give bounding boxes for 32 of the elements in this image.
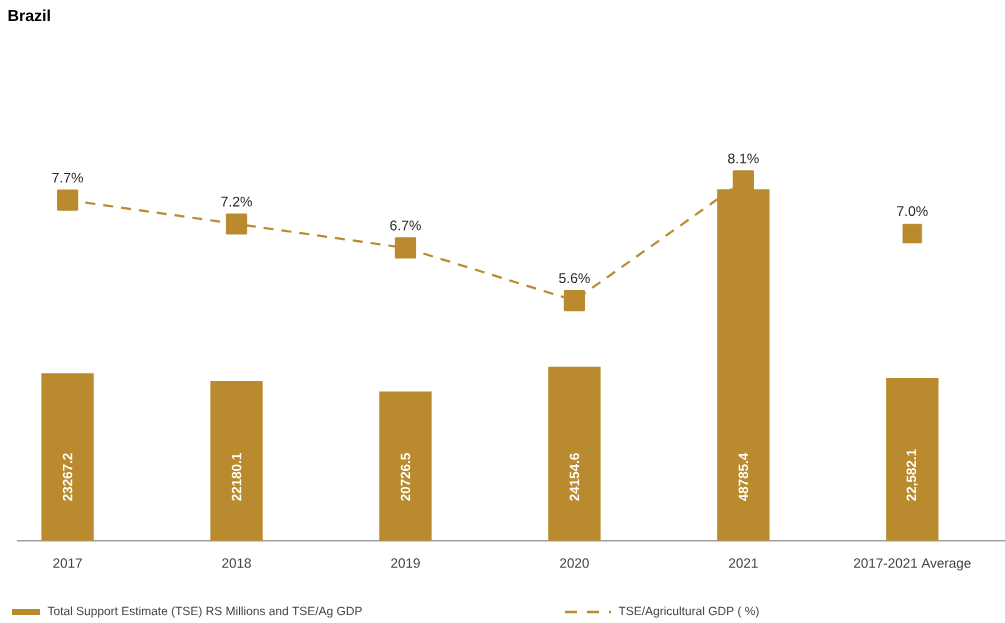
data-label: 48785.4 (738, 452, 749, 502)
data-label: 7.0% (897, 206, 928, 217)
bar (548, 366, 601, 541)
point (902, 223, 922, 244)
data-label: 22,582.1 (906, 449, 919, 501)
bar (379, 391, 432, 541)
point (732, 170, 754, 192)
data-label: 24154.6 (569, 453, 580, 501)
x-tick-label: 2018 (222, 558, 251, 568)
point (56, 189, 79, 211)
point (225, 213, 248, 235)
x-tick-label: 2019 (391, 558, 420, 568)
x-tick-label: 2017-2021 Average (854, 558, 971, 571)
x-tick-label: 2017 (53, 558, 82, 568)
x-tick-label: 2020 (560, 558, 589, 568)
data-label: 7.7% (52, 172, 83, 183)
legend-label: Total Support Estimate (TSE) RS Millions and TSE/Ag GDP (47, 606, 362, 618)
data-label: 23267.2 (62, 453, 73, 501)
data-label: 5.6% (559, 273, 590, 284)
chart-title: Brazil (8, 9, 50, 22)
data-label: 7.2% (221, 196, 252, 207)
point (563, 289, 586, 312)
bar (210, 381, 263, 541)
data-label: 20726.5 (400, 453, 411, 501)
x-tick-label: 2021 (729, 558, 758, 568)
data-label: 6.7% (390, 220, 421, 231)
legend-label: TSE/Agricultural GDP ( %) (618, 606, 759, 618)
data-label: 22180.1 (231, 453, 242, 501)
data-label: 8.1% (728, 153, 759, 164)
bar (41, 373, 94, 541)
bar (886, 378, 939, 541)
point (394, 237, 417, 259)
